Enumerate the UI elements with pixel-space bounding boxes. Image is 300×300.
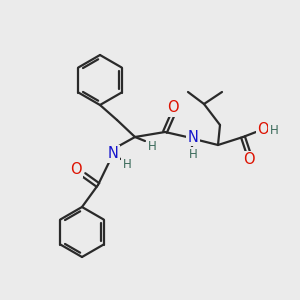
Text: O: O [70,161,82,176]
Text: H: H [270,124,278,136]
Text: N: N [188,130,198,145]
Text: H: H [189,148,197,161]
Text: H: H [148,140,156,154]
Text: O: O [243,152,255,167]
Text: O: O [167,100,179,116]
Text: N: N [108,146,118,161]
Text: H: H [123,158,131,170]
Text: O: O [257,122,269,137]
